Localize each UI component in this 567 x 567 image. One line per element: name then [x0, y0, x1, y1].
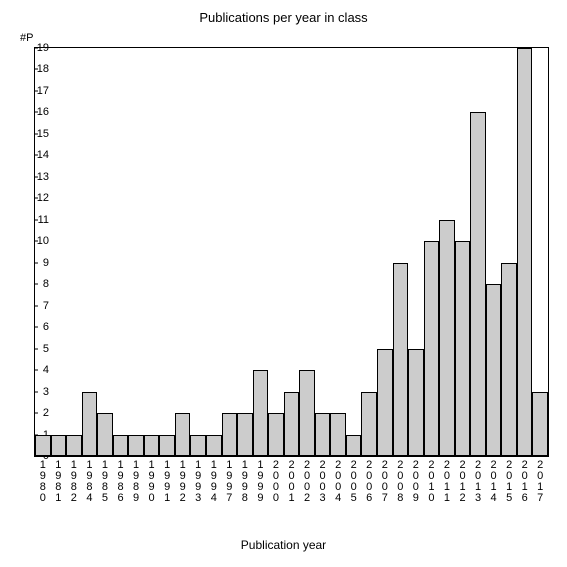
- bar: [222, 413, 238, 456]
- xtick-label: 2003: [318, 460, 328, 504]
- bar: [144, 435, 160, 456]
- bar: [253, 370, 269, 456]
- xtick-label: 2006: [364, 460, 374, 504]
- bar: [128, 435, 144, 456]
- bar: [66, 435, 82, 456]
- bar: [284, 392, 300, 456]
- bar: [330, 413, 346, 456]
- xtick-label: 1994: [209, 460, 219, 504]
- xtick-label: 2012: [458, 460, 468, 504]
- bar: [35, 435, 51, 456]
- y-axis-label: #P: [20, 32, 33, 44]
- xtick-label: 2005: [349, 460, 359, 504]
- bar: [486, 284, 502, 456]
- bar: [51, 435, 67, 456]
- bar: [455, 241, 471, 456]
- bar: [206, 435, 222, 456]
- bar: [315, 413, 331, 456]
- bar: [113, 435, 129, 456]
- bar: [408, 349, 424, 456]
- xtick-label: 2010: [426, 460, 436, 504]
- xtick-label: 2016: [520, 460, 530, 504]
- xtick-label: 2001: [287, 460, 297, 504]
- bar: [532, 392, 548, 456]
- xtick-label: 1981: [53, 460, 63, 504]
- xtick-label: 2017: [535, 460, 545, 504]
- chart-title: Publications per year in class: [0, 10, 567, 25]
- xtick-label: 2013: [473, 460, 483, 504]
- x-axis-label: Publication year: [0, 538, 567, 552]
- xtick-label: 2007: [380, 460, 390, 504]
- bar: [439, 220, 455, 456]
- bar: [175, 413, 191, 456]
- xtick-label: 1991: [162, 460, 172, 504]
- xtick-label: 2002: [302, 460, 312, 504]
- xtick-label: 1980: [38, 460, 48, 504]
- xtick-label: 2011: [442, 460, 452, 504]
- xtick-label: 1998: [240, 460, 250, 504]
- bar: [346, 435, 362, 456]
- chart-container: Publications per year in class #P 012345…: [0, 0, 567, 567]
- bar: [377, 349, 393, 456]
- xtick-label: 1985: [100, 460, 110, 504]
- bar: [361, 392, 377, 456]
- xtick-label: 1982: [69, 460, 79, 504]
- bar: [424, 241, 440, 456]
- bar: [299, 370, 315, 456]
- bar: [517, 48, 533, 456]
- xtick-label: 1992: [178, 460, 188, 504]
- xtick-label: 2008: [395, 460, 405, 504]
- xtick-label: 1990: [147, 460, 157, 504]
- bar: [393, 263, 409, 456]
- xtick-label: 2004: [333, 460, 343, 504]
- plot-area: [34, 47, 549, 457]
- bar: [501, 263, 517, 456]
- bar: [268, 413, 284, 456]
- xtick-label: 1984: [84, 460, 94, 504]
- xtick-label: 1989: [131, 460, 141, 504]
- xtick-label: 1997: [224, 460, 234, 504]
- xtick-label: 1993: [193, 460, 203, 504]
- xtick-label: 2000: [271, 460, 281, 504]
- bar: [82, 392, 98, 456]
- xtick-label: 2014: [489, 460, 499, 504]
- bar: [470, 112, 486, 456]
- bar: [237, 413, 253, 456]
- bar: [97, 413, 113, 456]
- xtick-label: 2015: [504, 460, 514, 504]
- bar: [159, 435, 175, 456]
- bar: [190, 435, 206, 456]
- xtick-label: 1986: [116, 460, 126, 504]
- xtick-label: 2009: [411, 460, 421, 504]
- xtick-label: 1999: [255, 460, 265, 504]
